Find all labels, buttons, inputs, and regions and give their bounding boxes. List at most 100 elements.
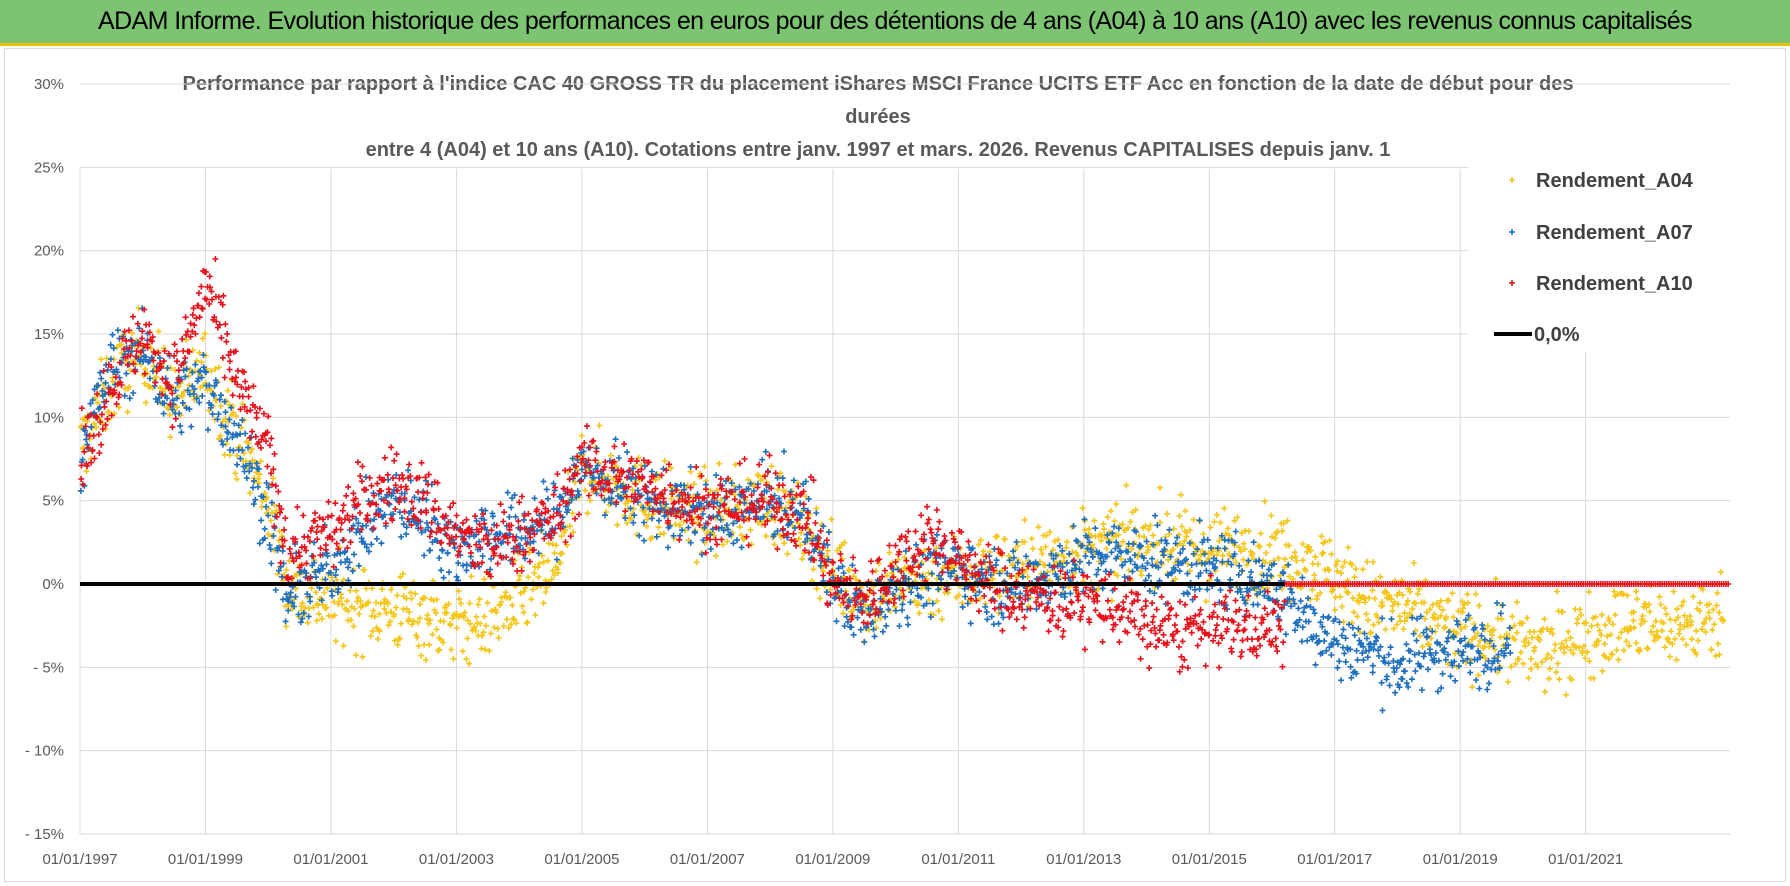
data-point	[130, 360, 137, 367]
data-point	[1115, 543, 1122, 550]
data-point	[206, 382, 213, 389]
data-point	[205, 426, 211, 433]
data-point	[1310, 606, 1317, 613]
data-point	[1271, 535, 1278, 542]
data-point	[1281, 556, 1288, 563]
data-point	[343, 492, 350, 499]
data-point	[759, 503, 766, 510]
data-point	[562, 539, 569, 545]
data-point	[988, 613, 995, 620]
data-point	[535, 574, 542, 581]
data-point	[258, 436, 265, 443]
data-point	[1082, 553, 1089, 560]
data-point	[935, 607, 942, 614]
data-point	[1019, 573, 1026, 580]
data-point	[390, 511, 397, 517]
data-point	[522, 555, 529, 562]
data-point	[996, 593, 1003, 600]
data-point	[281, 526, 288, 533]
data-point	[879, 573, 886, 580]
data-point	[1558, 640, 1565, 647]
data-point	[1553, 669, 1560, 676]
data-point	[1490, 626, 1497, 633]
data-point	[1464, 591, 1471, 598]
data-point	[141, 380, 148, 387]
data-point	[966, 552, 973, 559]
data-point	[1646, 601, 1653, 608]
data-point	[287, 550, 294, 557]
data-point	[221, 398, 228, 405]
data-point	[1114, 553, 1121, 560]
data-point	[250, 501, 257, 508]
data-point	[225, 352, 232, 359]
data-point	[1630, 617, 1637, 624]
data-point	[1088, 549, 1095, 555]
data-point	[1498, 615, 1505, 622]
data-point	[596, 422, 603, 429]
data-point	[592, 457, 599, 464]
data-point	[218, 422, 225, 429]
data-point	[658, 505, 665, 512]
data-point	[1389, 603, 1396, 609]
data-point	[787, 491, 793, 498]
data-point	[1236, 585, 1243, 592]
data-point	[1042, 589, 1049, 596]
data-point	[1538, 629, 1545, 635]
data-point	[265, 413, 272, 420]
data-point	[500, 623, 507, 629]
data-point	[915, 600, 922, 607]
data-point	[1021, 516, 1028, 523]
data-point	[1497, 610, 1504, 617]
data-point	[1396, 684, 1403, 691]
data-point	[1375, 653, 1382, 659]
data-point	[1416, 586, 1423, 593]
data-point	[961, 572, 968, 578]
data-point	[271, 451, 278, 457]
data-point	[1702, 629, 1709, 636]
data-point	[939, 540, 946, 547]
data-point	[871, 597, 878, 604]
data-point	[282, 515, 289, 522]
data-point	[1659, 627, 1666, 634]
data-point	[1258, 620, 1265, 626]
data-point	[1296, 616, 1303, 623]
data-point	[160, 410, 167, 417]
data-point	[391, 611, 398, 618]
data-point	[764, 517, 771, 524]
data-point	[1173, 612, 1180, 619]
data-point	[314, 536, 321, 543]
data-point	[1618, 629, 1625, 636]
data-point	[1670, 588, 1677, 595]
data-point	[730, 520, 737, 527]
data-point	[371, 516, 378, 523]
data-point	[1012, 564, 1019, 571]
data-point	[394, 641, 401, 648]
data-point	[1209, 613, 1216, 620]
data-point	[717, 516, 724, 523]
data-point	[165, 405, 172, 412]
data-point	[1538, 659, 1545, 666]
data-point	[275, 537, 282, 544]
data-point	[885, 588, 892, 595]
data-point	[525, 529, 531, 536]
data-point	[365, 498, 372, 504]
data-point	[339, 601, 346, 608]
data-point	[717, 482, 724, 489]
data-point	[141, 370, 148, 377]
data-point	[90, 432, 97, 439]
data-point	[169, 406, 176, 413]
data-point	[439, 547, 446, 554]
data-point	[521, 512, 528, 519]
data-point	[394, 592, 401, 599]
data-point	[1318, 533, 1325, 540]
data-point	[263, 503, 270, 510]
data-point	[621, 485, 628, 492]
data-point	[1325, 613, 1332, 620]
data-point	[1017, 594, 1024, 601]
data-point	[1306, 544, 1313, 551]
data-point	[531, 570, 538, 577]
data-point	[188, 423, 195, 430]
data-point	[648, 496, 655, 503]
data-point	[1625, 628, 1632, 635]
data-point	[257, 458, 264, 465]
